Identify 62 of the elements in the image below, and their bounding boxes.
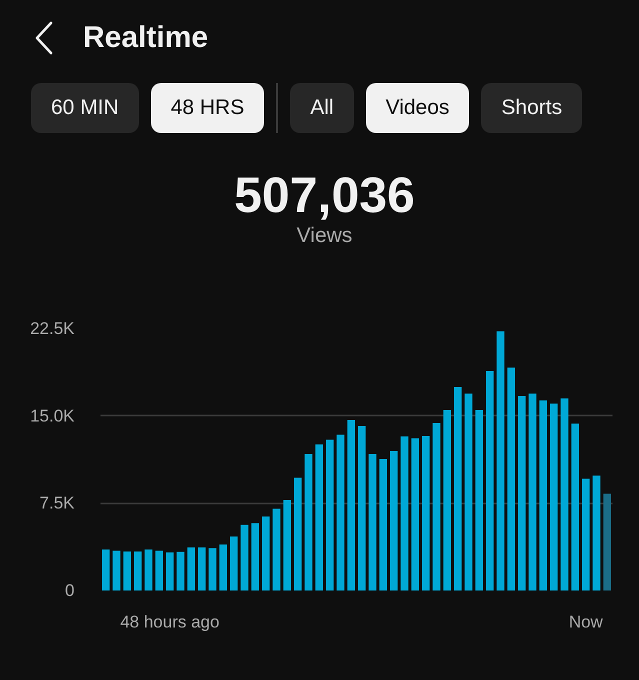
bar	[347, 420, 356, 590]
bar	[283, 500, 292, 590]
bar	[326, 440, 334, 590]
bar	[454, 386, 462, 590]
bar	[582, 478, 590, 590]
bar	[400, 436, 408, 590]
text: 60 MIN	[31, 83, 139, 133]
bar	[187, 547, 196, 590]
bar	[219, 544, 228, 590]
bar	[315, 444, 324, 590]
bar	[496, 331, 504, 590]
text: Videos	[366, 83, 470, 133]
chart-title: Realtime	[83, 20, 208, 56]
y-tick-label: 15.0K	[30, 406, 76, 426]
y-tick-label: 22.5K	[30, 319, 76, 338]
bar	[368, 454, 376, 590]
bar	[112, 550, 120, 590]
bar	[592, 476, 600, 590]
bar	[379, 459, 388, 590]
bar	[336, 434, 344, 590]
text: 48 HRS	[150, 83, 264, 133]
text: All	[290, 83, 354, 133]
bar	[528, 394, 536, 590]
bar	[411, 438, 420, 590]
bar	[294, 478, 302, 590]
bar	[390, 451, 398, 590]
y-tick-label: 0	[65, 581, 75, 600]
bar	[603, 494, 612, 590]
text: 507,036	[233, 167, 416, 223]
bar	[571, 424, 580, 590]
bar	[198, 547, 206, 590]
bar	[240, 524, 248, 590]
bar	[486, 371, 494, 590]
bar	[123, 551, 132, 590]
bar	[443, 410, 452, 590]
text: Views	[296, 223, 354, 249]
bar	[155, 550, 164, 590]
bar	[102, 550, 110, 590]
bar	[432, 423, 440, 590]
text: Shorts	[481, 83, 582, 133]
bar	[166, 552, 174, 590]
bar	[304, 454, 312, 590]
bar	[134, 551, 142, 590]
bar	[518, 396, 526, 590]
x-tick-label: Now	[568, 612, 604, 632]
bar	[262, 516, 270, 590]
bar	[272, 508, 280, 590]
bar	[176, 552, 184, 590]
bar	[358, 426, 366, 590]
bar	[475, 410, 484, 590]
bar	[507, 368, 516, 590]
x-tick-label: 48 hours ago	[120, 612, 220, 632]
bar	[251, 523, 260, 590]
bar	[230, 536, 238, 590]
bar	[208, 548, 216, 590]
bar	[550, 404, 558, 590]
bar	[560, 398, 568, 590]
bar	[539, 400, 548, 590]
bar	[144, 550, 152, 590]
y-tick-label: 7.5K	[40, 494, 76, 513]
bar	[422, 436, 430, 590]
bar	[464, 394, 472, 590]
